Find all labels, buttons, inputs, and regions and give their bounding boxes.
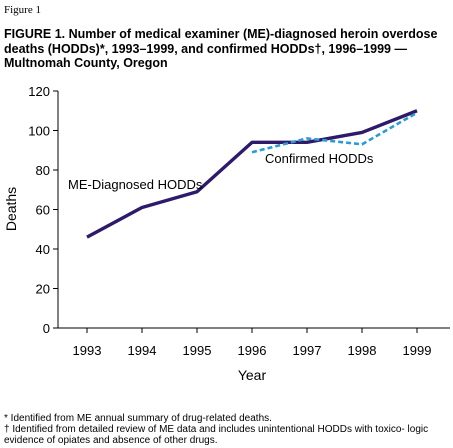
x-tick-label: 1995 [183, 343, 212, 358]
series-label-confirmed: Confirmed HODDs [265, 151, 374, 166]
footnote-asterisk: * Identified from ME annual summary of d… [4, 413, 272, 424]
chart-series: ME-Diagnosed HODDs Confirmed HODDs [68, 109, 418, 239]
series-label-me-diagnosed: ME-Diagnosed HODDs [68, 177, 203, 192]
x-tick-label: 1996 [238, 343, 267, 358]
x-tick-label: 1998 [348, 343, 377, 358]
y-tick-label: 20 [36, 282, 50, 297]
footnotes: * Identified from ME annual summary of d… [4, 413, 450, 446]
series-line-confirmed [251, 111, 418, 154]
figure-title: FIGURE 1. Number of medical examiner (ME… [4, 27, 438, 70]
chart-axes: 0 20 40 60 80 100 120 1993 1994 1995 1996 1997 1998 1… [28, 84, 450, 358]
x-axis-label: Year [238, 367, 267, 383]
y-tick-label: 0 [43, 321, 50, 336]
x-tick-label: 1993 [73, 343, 102, 358]
x-tick-label: 1997 [293, 343, 322, 358]
series-line-me-diagnosed [86, 109, 418, 239]
x-tick-label: 1999 [403, 343, 432, 358]
y-tick-label: 80 [36, 163, 50, 178]
y-axis-label: Deaths [3, 187, 19, 231]
footnote-dagger: † Identified from detailed review of ME … [4, 424, 429, 446]
figure-label: Figure 1 [4, 4, 41, 16]
y-tick-label: 60 [36, 203, 50, 218]
line-chart: 0 20 40 60 80 100 120 1993 1994 1995 1996 1997 1998 1… [3, 84, 450, 383]
y-tick-label: 40 [36, 242, 50, 257]
y-tick-label: 100 [28, 124, 50, 139]
y-tick-label: 120 [28, 84, 50, 99]
x-tick-label: 1994 [128, 343, 157, 358]
